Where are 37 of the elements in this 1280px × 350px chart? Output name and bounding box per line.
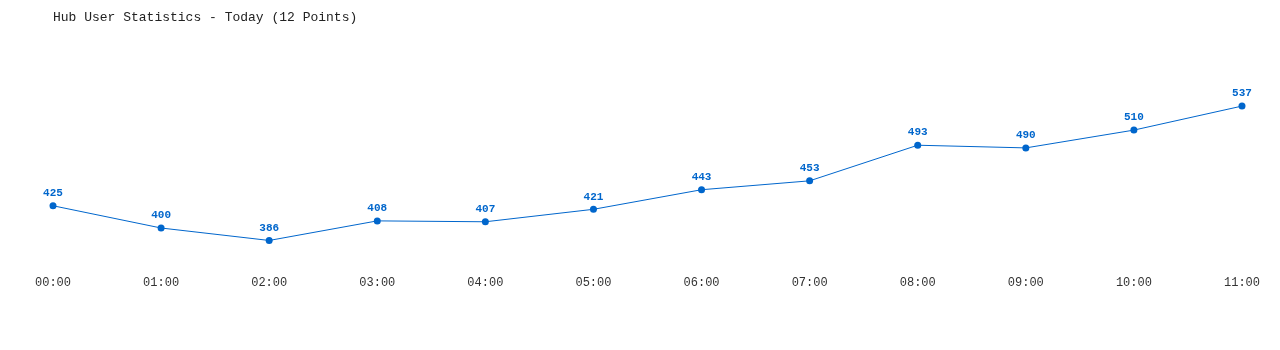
data-label: 443 <box>691 171 712 183</box>
data-label: 453 <box>799 162 820 175</box>
point <box>265 236 273 244</box>
data-label: 425 <box>43 187 64 200</box>
point <box>1238 102 1246 110</box>
point <box>806 177 814 185</box>
point <box>589 205 597 213</box>
point <box>1022 144 1030 152</box>
x-tick-label: 06:00 <box>683 275 720 290</box>
x-tick-label: 10:00 <box>1115 275 1152 290</box>
data-label: 407 <box>475 203 496 216</box>
point <box>914 141 922 149</box>
data-label: 490 <box>1015 129 1036 142</box>
x-tick-label: 11:00 <box>1223 275 1260 290</box>
x-tick-label: 05:00 <box>575 275 612 290</box>
point <box>157 224 165 232</box>
point <box>698 186 706 194</box>
x-tick-label: 01:00 <box>143 275 180 290</box>
point <box>49 202 57 210</box>
point <box>373 217 381 225</box>
data-label: 421 <box>583 190 604 203</box>
x-tick-label: 08:00 <box>899 275 936 290</box>
data-label: 386 <box>259 221 280 234</box>
x-tick-label: 02:00 <box>251 275 288 290</box>
data-label: 400 <box>151 209 171 222</box>
x-tick-label: 03:00 <box>359 275 396 290</box>
point <box>1130 126 1138 134</box>
x-tick-label: 09:00 <box>1007 275 1044 290</box>
x-tick-label: 07:00 <box>791 275 828 290</box>
data-label: 408 <box>367 202 388 215</box>
x-tick-label: 00:00 <box>34 275 72 290</box>
data-label: 510 <box>1124 111 1144 124</box>
chart-title: Hub User Statistics - Today (12 Points) <box>53 10 358 26</box>
x-tick-label: 04:00 <box>467 275 504 290</box>
data-label: 493 <box>907 126 929 139</box>
data-label: 537 <box>1232 87 1252 100</box>
point <box>481 218 489 226</box>
